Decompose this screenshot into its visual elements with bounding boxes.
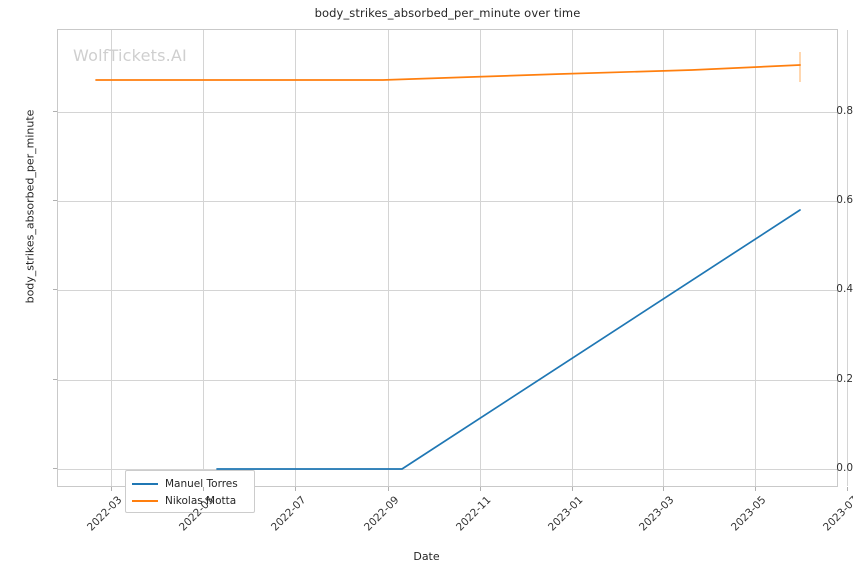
xtick-mark: [663, 487, 664, 491]
ytick-mark: [53, 200, 57, 201]
plot-area: WolfTickets.AI Manuel Torres Nikolas Mot…: [57, 29, 848, 513]
legend-label-manuel-torres: Manuel Torres: [165, 477, 238, 490]
watermark-text: WolfTickets.AI: [73, 46, 187, 65]
axis-label-x: Date: [413, 550, 440, 563]
gridline-vertical: [388, 30, 389, 486]
xtick-mark: [295, 487, 296, 491]
gridline-vertical: [111, 30, 112, 486]
gridline-horizontal: [58, 290, 837, 291]
gridline-vertical: [847, 30, 848, 486]
gridline-vertical: [755, 30, 756, 486]
legend-entry-manuel-torres[interactable]: Manuel Torres: [132, 475, 248, 492]
legend-label-nikolas-motta: Nikolas Motta: [165, 494, 237, 507]
xtick-mark: [203, 487, 204, 491]
ytick-mark: [53, 379, 57, 380]
legend-entry-nikolas-motta[interactable]: Nikolas Motta: [132, 492, 248, 509]
ytick-mark: [53, 111, 57, 112]
gridline-vertical: [295, 30, 296, 486]
xtick-mark: [480, 487, 481, 491]
gridline-horizontal: [58, 112, 837, 113]
xtick-mark: [111, 487, 112, 491]
xtick-mark: [847, 487, 848, 491]
xtick-label-7: 2023-05: [728, 494, 769, 534]
ytick-label-0: 0.0: [836, 462, 853, 474]
xtick-label-3: 2022-09: [361, 494, 402, 534]
ytick-label-3: 0.6: [836, 194, 853, 206]
ytick-label-2: 0.4: [836, 283, 853, 295]
legend-swatch-nikolas-motta: [132, 499, 158, 502]
series-line-manuel-torres: [216, 209, 801, 470]
xtick-label-6: 2023-03: [636, 494, 677, 534]
legend[interactable]: Manuel Torres Nikolas Motta: [125, 470, 255, 513]
ytick-label-1: 0.2: [836, 373, 853, 385]
series-plot: [95, 52, 801, 470]
gridline-horizontal: [58, 201, 837, 202]
gridline-vertical: [480, 30, 481, 486]
xtick-label-2: 2022-07: [268, 494, 309, 534]
xtick-label-5: 2023-01: [545, 494, 586, 534]
xtick-label-8: 2023-07: [820, 494, 853, 534]
chart-title: body_strikes_absorbed_per_minute over ti…: [314, 6, 581, 20]
ytick-mark: [53, 468, 57, 469]
gridline-horizontal: [58, 469, 837, 470]
gridline-vertical: [572, 30, 573, 486]
series-line-nikolas-motta: [95, 64, 801, 81]
ytick-label-4: 0.8: [836, 105, 853, 117]
gridline-horizontal: [58, 380, 837, 381]
xtick-label-0: 2022-03: [84, 494, 125, 534]
ytick-mark: [53, 289, 57, 290]
gridline-vertical: [203, 30, 204, 486]
xtick-mark: [755, 487, 756, 491]
gridline-vertical: [663, 30, 664, 486]
xtick-label-4: 2022-11: [453, 494, 494, 534]
xtick-mark: [388, 487, 389, 491]
axis-label-y: body_strikes_absorbed_per_minute: [23, 109, 37, 304]
legend-swatch-manuel-torres: [132, 482, 158, 485]
xtick-mark: [572, 487, 573, 491]
